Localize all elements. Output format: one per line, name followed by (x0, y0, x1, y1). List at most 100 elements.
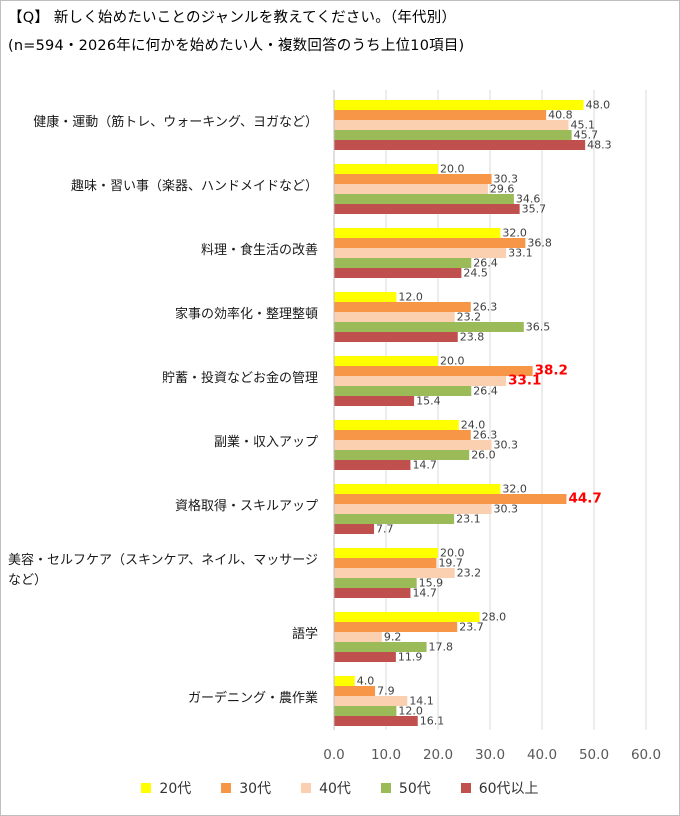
data-label: 29.6 (490, 183, 515, 196)
bar (334, 642, 427, 652)
category-label-line: 副業・収入アップ (213, 435, 318, 450)
chart-title-line1: 【Q】 新しく始めたいことのジャンルを教えてください。（年代別） (8, 10, 457, 26)
bar (334, 110, 547, 120)
bar (334, 120, 569, 130)
bar (334, 568, 455, 578)
data-label: 38.2 (535, 363, 568, 379)
bar (334, 686, 376, 696)
data-label: 48.3 (587, 139, 612, 152)
x-tick-label: 40.0 (527, 747, 557, 763)
data-label: 9.2 (384, 631, 402, 644)
category-label: 貯蓄・投資などお金の管理 (162, 369, 318, 389)
bar (334, 194, 514, 204)
legend-swatch (301, 783, 312, 793)
legend-item: 50代 (380, 778, 431, 798)
legend-item: 60代以上 (460, 778, 539, 798)
data-label: 15.4 (416, 395, 441, 408)
data-label: 20.0 (440, 547, 465, 560)
data-label: 34.6 (516, 193, 541, 206)
bar-chart: 0.0 10.0 20.0 30.0 40.0 50.0 60.048.040.845.14… (323, 90, 661, 763)
bar (334, 292, 397, 302)
data-label: 32.0 (502, 483, 527, 496)
data-label: 26.0 (471, 449, 496, 462)
bar (334, 716, 418, 726)
data-label: 4.0 (357, 675, 375, 688)
bar (334, 696, 408, 706)
data-label: 28.0 (482, 611, 507, 624)
data-label: 30.3 (494, 503, 519, 516)
data-label: 44.7 (568, 491, 601, 507)
bar (334, 612, 480, 622)
bar (334, 312, 455, 322)
bar (334, 558, 437, 568)
bar (334, 450, 470, 460)
bar (334, 548, 438, 558)
bar (334, 706, 397, 716)
category-label: ガーデニング・農作業 (188, 689, 318, 709)
data-label: 23.2 (457, 311, 482, 324)
data-label: 30.3 (494, 439, 519, 452)
data-label: 26.4 (473, 385, 498, 398)
bar (334, 268, 462, 278)
data-label: 14.7 (412, 587, 437, 600)
data-label: 23.8 (460, 331, 485, 344)
data-label: 32.0 (502, 227, 527, 240)
category-label-line: 美容・セルフケア（スキンケア、ネイル、マッサージ (7, 553, 318, 568)
bar (334, 460, 411, 470)
bar (334, 164, 438, 174)
data-label: 16.1 (420, 715, 445, 728)
data-label: 45.1 (571, 119, 596, 132)
data-label: 7.7 (376, 523, 394, 536)
bar (334, 578, 417, 588)
x-tick-label: 0.0 (323, 747, 344, 763)
bar (334, 302, 471, 312)
legend-swatch (380, 783, 391, 793)
legend-label: 40代 (319, 781, 351, 797)
x-tick-label: 20.0 (423, 747, 453, 763)
bar (334, 396, 415, 406)
bar (334, 356, 438, 366)
data-label: 20.0 (440, 355, 465, 368)
data-label: 24.0 (461, 419, 486, 432)
data-label: 26.3 (473, 429, 498, 442)
bar (334, 440, 492, 450)
bar (334, 652, 396, 662)
x-tick-label: 10.0 (371, 747, 401, 763)
data-label: 24.5 (463, 267, 488, 280)
x-tick-label: 30.0 (475, 747, 505, 763)
category-label: 家事の効率化・整理整頓 (175, 305, 318, 325)
bar (334, 386, 472, 396)
data-label: 12.0 (398, 705, 423, 718)
data-label: 14.1 (409, 695, 434, 708)
legend-label: 60代以上 (478, 781, 539, 797)
bar (334, 228, 501, 238)
bar (334, 238, 526, 248)
data-label: 26.4 (473, 257, 498, 270)
category-label-line: 貯蓄・投資などお金の管理 (161, 371, 318, 386)
category-label-line: 趣味・習い事（楽器、ハンドメイドなど） (70, 179, 318, 194)
category-label: 料理・食生活の改善 (201, 241, 318, 261)
bar (334, 504, 492, 514)
bar (334, 184, 488, 194)
legend-swatch (221, 783, 232, 793)
bar (334, 100, 584, 110)
data-label: 23.2 (457, 567, 482, 580)
bar (334, 322, 524, 332)
category-label-line: 家事の効率化・整理整頓 (174, 307, 318, 322)
bar (334, 130, 572, 140)
data-label: 12.0 (398, 291, 423, 304)
category-label-line: 語学 (291, 627, 318, 642)
category-label-line: 健康・運動（筋トレ、ウォーキング、ヨガなど） (33, 115, 318, 130)
data-label: 26.3 (473, 301, 498, 314)
data-label: 30.3 (494, 173, 519, 186)
bar (334, 420, 459, 430)
data-label: 7.9 (377, 685, 395, 698)
bar (334, 632, 382, 642)
legend-label: 20代 (159, 781, 192, 797)
data-label: 19.7 (438, 557, 463, 570)
bar (334, 514, 455, 524)
x-tick-label: 60.0 (631, 747, 661, 763)
data-label: 33.1 (508, 373, 541, 389)
bar (334, 494, 567, 504)
data-label: 45.7 (574, 129, 599, 142)
